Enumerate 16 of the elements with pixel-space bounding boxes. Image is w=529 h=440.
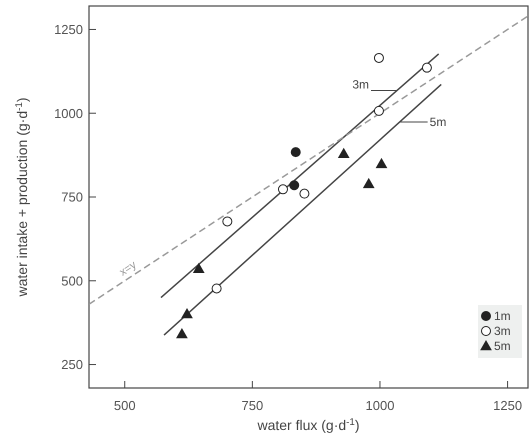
y-tick-label: 750 [61,190,83,205]
legend-label: 3m [494,324,511,338]
x-tick-label: 750 [241,398,264,413]
y-tick-label: 500 [61,273,83,288]
text: x=y [118,258,140,279]
legend-label: 1m [494,309,511,324]
y-tick-label: 1250 [54,22,83,38]
x-tick-label: 1000 [366,398,394,413]
series-label: 3m [352,77,370,92]
x-tick-label: 1250 [493,398,522,413]
x-axis-title: water flux (g·d$^{-1}$) [256,416,360,433]
y-tick-label: 1000 [54,106,83,121]
legend-label: 5m [494,339,511,354]
x-tick-label: 500 [114,398,136,413]
y-tick-label: 250 [61,357,83,372]
legend-label: 5m [430,115,446,130]
